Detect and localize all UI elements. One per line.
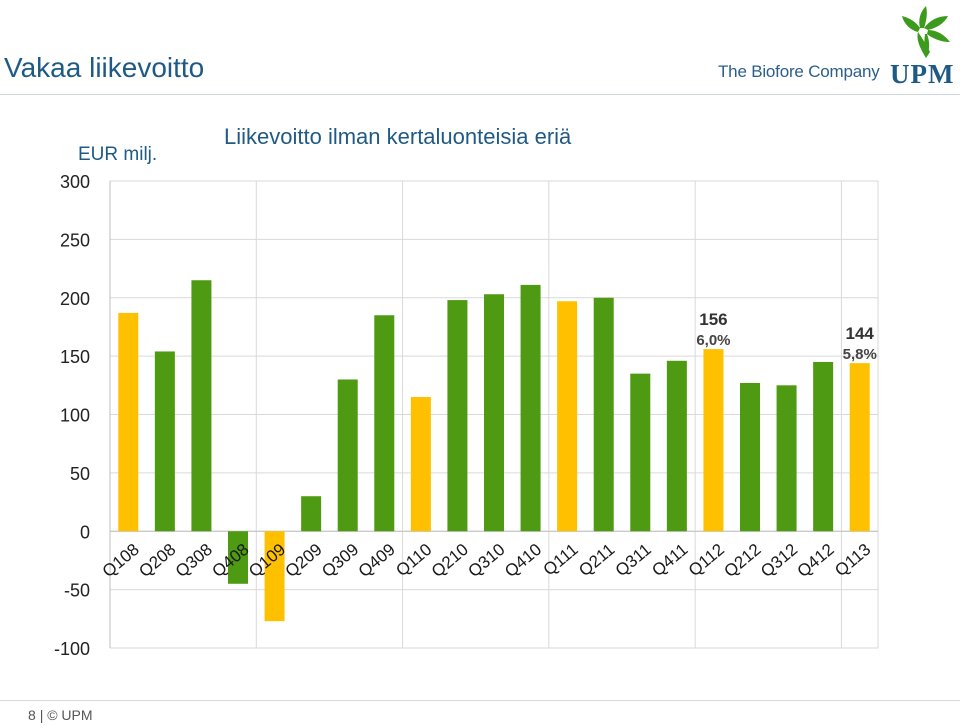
- bar: [593, 297, 614, 532]
- x-tick-label: Q108: [99, 540, 143, 581]
- x-tick-label: Q110: [392, 540, 435, 580]
- bar: [813, 361, 834, 532]
- bar: [191, 280, 212, 532]
- x-tick-label: Q309: [318, 540, 362, 581]
- copyright: © UPM: [47, 707, 93, 723]
- x-tick-label: Q208: [135, 540, 179, 581]
- x-tick-label: Q410: [501, 540, 545, 581]
- x-tick-label: Q308: [172, 540, 216, 581]
- footer: 8 | © UPM: [28, 707, 93, 723]
- x-tick-label: Q409: [355, 540, 399, 581]
- data-label-value: 144: [846, 324, 875, 343]
- brand-tagline: The Biofore Company: [718, 62, 880, 81]
- bar: [374, 315, 395, 532]
- x-tick-label: Q310: [464, 540, 508, 581]
- bar: [666, 360, 687, 532]
- y-axis-unit-label: EUR milj.: [78, 144, 158, 165]
- footer-separator: |: [39, 707, 44, 723]
- bar: [301, 496, 322, 532]
- header-rule: [0, 94, 960, 95]
- y-tick-label: 200: [60, 289, 90, 309]
- x-tick-label: Q311: [612, 540, 655, 580]
- x-tick-label: Q412: [794, 540, 838, 581]
- data-label-margin: 6,0%: [696, 332, 730, 349]
- x-tick-label: Q411: [648, 540, 691, 580]
- footer-rule: [0, 700, 960, 701]
- page-title: Vakaa liikevoitto: [4, 52, 205, 83]
- y-tick-label: 50: [70, 464, 90, 484]
- bar: [410, 396, 431, 532]
- x-tick-label: Q111: [540, 540, 582, 580]
- chart-title: Liikevoitto ilman kertaluonteisia eriä: [224, 124, 572, 149]
- y-tick-label: -100: [54, 639, 90, 659]
- x-tick-label: Q210: [428, 540, 472, 581]
- x-tick-label: Q112: [685, 540, 728, 580]
- x-tick-label: Q312: [757, 540, 801, 581]
- bar: [557, 301, 578, 532]
- x-tick-label: Q113: [831, 540, 874, 580]
- griffin-leaf-icon: [902, 6, 950, 58]
- x-tick-label: Q209: [282, 540, 326, 581]
- bar: [118, 312, 139, 532]
- bar: [849, 363, 870, 532]
- bar: [264, 531, 285, 622]
- bar: [740, 382, 760, 532]
- y-tick-label: 250: [60, 230, 90, 250]
- y-tick-label: 100: [60, 406, 90, 426]
- bar: [703, 349, 724, 532]
- bar: [154, 351, 175, 532]
- brand-name: UPM: [890, 59, 955, 89]
- y-tick-label: 300: [60, 172, 90, 192]
- bar: [776, 385, 797, 532]
- y-tick-label: -50: [64, 581, 90, 601]
- x-tick-label: Q211: [575, 540, 618, 580]
- bar: [337, 379, 358, 532]
- bar: [447, 300, 468, 532]
- data-label-value: 156: [699, 310, 727, 329]
- data-label-margin: 5,8%: [843, 346, 877, 363]
- x-tick-label: Q212: [720, 540, 764, 581]
- y-tick-label: 0: [80, 522, 90, 542]
- bar: [630, 373, 651, 532]
- bar: [484, 294, 504, 532]
- y-tick-label: 150: [60, 347, 90, 367]
- bar: [228, 531, 248, 584]
- page-number: 8: [28, 707, 36, 723]
- bar: [520, 284, 541, 532]
